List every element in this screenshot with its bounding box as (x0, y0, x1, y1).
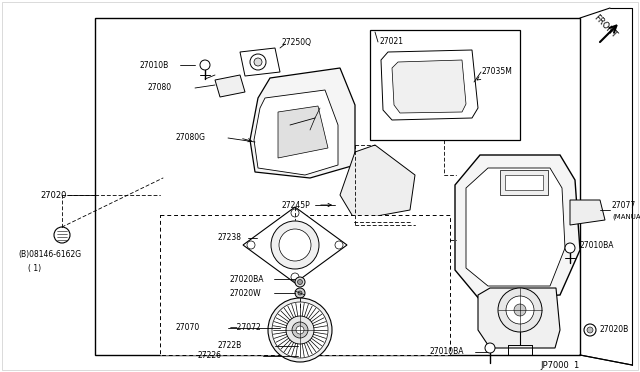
Circle shape (54, 227, 70, 243)
Polygon shape (478, 288, 560, 348)
Circle shape (298, 291, 302, 295)
Text: 27077: 27077 (612, 201, 636, 209)
Bar (500, 170, 548, 195)
Bar (160, 215, 450, 355)
Text: 27226: 27226 (198, 352, 222, 360)
Text: 27250Q: 27250Q (282, 38, 312, 46)
Text: 27020W: 27020W (230, 289, 262, 298)
Text: 27070: 27070 (175, 324, 199, 333)
Text: 27080: 27080 (147, 83, 171, 93)
Polygon shape (381, 50, 478, 120)
Polygon shape (570, 200, 605, 225)
Circle shape (584, 324, 596, 336)
Circle shape (298, 279, 303, 285)
Circle shape (286, 316, 314, 344)
Text: —27072: —27072 (230, 324, 262, 333)
Text: (MANUAL): (MANUAL) (612, 214, 640, 220)
Text: 2722B: 2722B (218, 341, 243, 350)
Circle shape (200, 60, 210, 70)
Polygon shape (392, 60, 466, 113)
Bar (95, 18, 580, 355)
Text: 27010BA: 27010BA (580, 241, 614, 250)
Circle shape (498, 288, 542, 332)
Circle shape (291, 273, 299, 281)
Polygon shape (250, 68, 355, 178)
Circle shape (514, 304, 526, 316)
Circle shape (485, 343, 495, 353)
Text: 27080G: 27080G (175, 134, 205, 142)
Text: 27238: 27238 (218, 234, 242, 243)
Text: 27020: 27020 (40, 190, 67, 199)
Polygon shape (466, 168, 565, 286)
Text: 27010BA: 27010BA (430, 347, 465, 356)
Bar (505, 175, 543, 190)
Text: ( 1): ( 1) (28, 263, 41, 273)
Text: 27245P: 27245P (282, 201, 311, 209)
Text: (B)08146-6162G: (B)08146-6162G (18, 250, 81, 260)
Text: 27020BA: 27020BA (230, 275, 264, 283)
Circle shape (272, 302, 328, 358)
Circle shape (247, 241, 255, 249)
Text: JP7000  1: JP7000 1 (540, 360, 579, 369)
Polygon shape (243, 207, 347, 283)
Polygon shape (340, 145, 415, 220)
Polygon shape (254, 90, 338, 175)
Polygon shape (455, 155, 580, 300)
Circle shape (250, 54, 266, 70)
Circle shape (296, 326, 304, 334)
Polygon shape (240, 48, 280, 76)
Circle shape (292, 322, 308, 338)
Circle shape (279, 229, 311, 261)
Circle shape (271, 221, 319, 269)
Circle shape (295, 288, 305, 298)
Polygon shape (278, 106, 328, 158)
Circle shape (587, 327, 593, 333)
Circle shape (295, 277, 305, 287)
Circle shape (268, 298, 332, 362)
Circle shape (565, 243, 575, 253)
Text: 27020B: 27020B (600, 326, 629, 334)
Circle shape (506, 296, 534, 324)
Bar (370, 30, 520, 140)
Text: 27035M: 27035M (482, 67, 513, 77)
Text: FRONT: FRONT (591, 13, 618, 40)
Polygon shape (215, 75, 245, 97)
Circle shape (291, 209, 299, 217)
Text: 27010B: 27010B (140, 61, 169, 70)
Circle shape (254, 58, 262, 66)
Circle shape (335, 241, 343, 249)
Text: 27021: 27021 (380, 38, 404, 46)
